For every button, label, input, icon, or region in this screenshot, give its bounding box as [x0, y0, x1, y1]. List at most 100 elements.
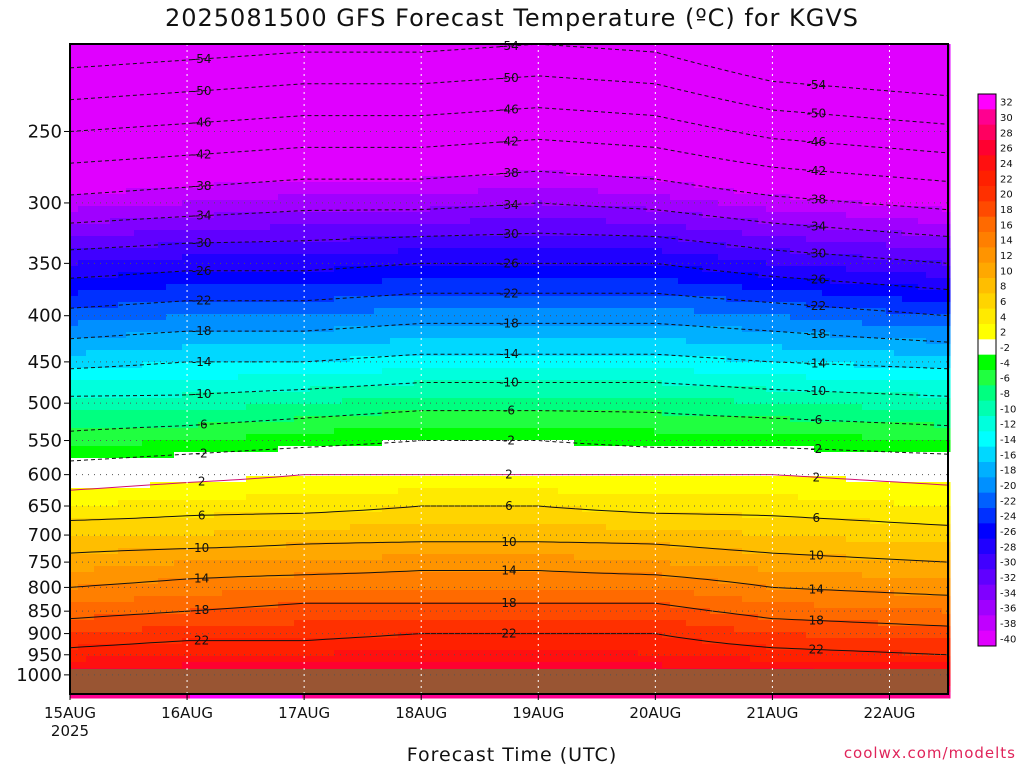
heat-cell [406, 116, 415, 123]
heat-cell [878, 170, 887, 177]
heat-cell [846, 182, 855, 189]
heat-cell [622, 224, 631, 231]
heat-cell [358, 284, 367, 291]
heat-cell [718, 86, 727, 93]
heat-cell [598, 104, 607, 111]
heat-cell [926, 200, 935, 207]
heat-cell [718, 98, 727, 105]
heat-cell [606, 56, 615, 63]
heat-cell [918, 278, 927, 285]
heat-cell [622, 254, 631, 261]
heat-cell [822, 230, 831, 237]
heat-cell [918, 80, 927, 87]
heat-cell [758, 116, 767, 123]
heat-cell [558, 266, 567, 273]
heat-cell [614, 236, 623, 243]
heat-cell [190, 44, 199, 51]
heat-cell [182, 116, 191, 123]
heat-cell [598, 56, 607, 63]
heat-cell [438, 266, 447, 273]
heat-cell [142, 218, 151, 225]
heat-cell [382, 254, 391, 261]
heat-cell [406, 68, 415, 75]
heat-cell [150, 278, 159, 285]
heat-cell [230, 164, 239, 171]
heat-cell [174, 266, 183, 273]
heat-cell [910, 146, 919, 153]
heat-cell [86, 248, 95, 255]
heat-cell [390, 278, 399, 285]
heat-cell [782, 86, 791, 93]
heat-cell [742, 74, 751, 81]
heat-cell [326, 92, 335, 99]
heat-cell [902, 86, 911, 93]
heat-cell [630, 134, 639, 141]
heat-cell [718, 104, 727, 111]
heat-cell [110, 260, 119, 267]
heat-cell [262, 86, 271, 93]
heat-cell [838, 134, 847, 141]
heat-cell [542, 212, 551, 219]
heat-cell [438, 50, 447, 57]
heat-cell [182, 266, 191, 273]
heat-cell [758, 152, 767, 159]
heat-cell [910, 188, 919, 195]
heat-cell [742, 152, 751, 159]
heat-cell [638, 260, 647, 267]
heat-cell [318, 188, 327, 195]
heat-cell [710, 110, 719, 117]
heat-cell [406, 302, 415, 309]
heat-cell [870, 188, 879, 195]
heat-cell [310, 152, 319, 159]
heat-cell [230, 296, 239, 303]
heat-cell [590, 200, 599, 207]
heat-cell [830, 266, 839, 273]
heat-cell [894, 290, 903, 297]
heat-cell [86, 230, 95, 237]
heat-cell [630, 146, 639, 153]
heat-cell [862, 230, 871, 237]
heat-cell [942, 218, 951, 225]
heat-cell [294, 248, 303, 255]
heat-cell [758, 278, 767, 285]
heat-cell [942, 272, 951, 279]
heat-cell [934, 278, 943, 285]
heat-cell [774, 218, 783, 225]
heat-cell [254, 260, 263, 267]
heat-cell [70, 302, 79, 309]
heat-cell [422, 230, 431, 237]
heat-cell [830, 158, 839, 165]
heat-cell [814, 146, 823, 153]
heat-cell [374, 122, 383, 129]
heat-cell [446, 116, 455, 123]
heat-cell [854, 182, 863, 189]
heat-cell [590, 272, 599, 279]
heat-cell [78, 272, 87, 279]
heat-cell [886, 98, 895, 105]
heat-cell [126, 230, 135, 237]
heat-cell [182, 242, 191, 249]
heat-cell [350, 50, 359, 57]
heat-cell [302, 110, 311, 117]
heat-cell [782, 152, 791, 159]
heat-cell [942, 236, 951, 243]
heat-cell [934, 272, 943, 279]
heat-cell [238, 74, 247, 81]
heat-cell [926, 302, 935, 309]
heat-cell [574, 302, 583, 309]
heat-cell [286, 122, 295, 129]
heat-cell [398, 122, 407, 129]
heat-cell [622, 284, 631, 291]
heat-cell [694, 206, 703, 213]
heat-cell [238, 146, 247, 153]
heat-cell [310, 68, 319, 75]
heat-cell [542, 272, 551, 279]
heat-cell [758, 290, 767, 297]
heat-cell [198, 248, 207, 255]
heat-cell [830, 230, 839, 237]
heat-cell [286, 308, 295, 315]
heat-cell [262, 116, 271, 123]
heat-cell [646, 266, 655, 273]
heat-cell [822, 206, 831, 213]
heat-cell [662, 80, 671, 87]
